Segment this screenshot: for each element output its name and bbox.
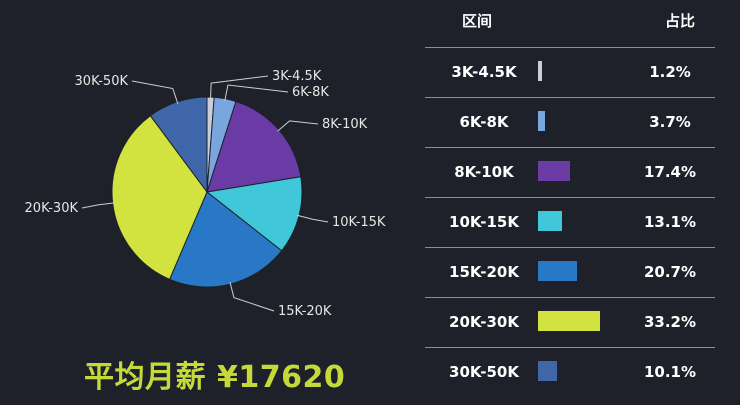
row-divider: [425, 197, 715, 198]
row-bar: [538, 361, 557, 381]
leader-line: [277, 120, 319, 132]
row-range: 10K-15K: [449, 213, 519, 231]
row-pct: 13.1%: [643, 213, 697, 231]
leader-line: [229, 281, 275, 312]
average-salary: 平均月薪 ¥17620: [84, 360, 346, 395]
row-bar: [538, 161, 570, 181]
salary-table: 区间 占比 3K-4.5K 1.2% 6K-8K 3.7% 8K-10K 17.4% 10K…: [425, 0, 730, 405]
table-row: 3K-4.5K 1.2%: [425, 47, 715, 97]
row-pct: 10.1%: [643, 363, 697, 381]
row-bar: [538, 311, 600, 331]
row-pct: 17.4%: [643, 163, 697, 181]
table-row: 15K-20K 20.7%: [425, 247, 715, 297]
row-range: 20K-30K: [449, 313, 519, 331]
slice-label: 20K-30K: [25, 201, 79, 216]
row-pct: 3.7%: [649, 113, 691, 131]
header-pct: 占比: [665, 12, 696, 30]
slice-label: 8K-10K: [322, 117, 368, 132]
leader-line: [131, 80, 179, 104]
slice-label: 15K-20K: [278, 304, 332, 319]
table-row: 8K-10K 17.4%: [425, 147, 715, 197]
row-pct: 33.2%: [643, 313, 697, 331]
row-range: 15K-20K: [449, 263, 519, 281]
leader-line: [224, 84, 289, 101]
row-divider: [425, 97, 715, 98]
slice-label: 3K-4.5K: [272, 69, 322, 84]
leader-line: [210, 75, 269, 100]
table-row: 10K-15K 13.1%: [425, 197, 715, 247]
row-range: 8K-10K: [454, 163, 514, 181]
row-divider: [425, 147, 715, 148]
slice-label: 10K-15K: [332, 215, 386, 230]
row-bar: [538, 211, 562, 231]
row-divider: [425, 297, 715, 298]
header-range: 区间: [462, 12, 493, 30]
row-pct: 20.7%: [643, 263, 697, 281]
leader-line: [81, 202, 115, 209]
row-bar: [538, 261, 577, 281]
row-range: 3K-4.5K: [451, 63, 517, 81]
row-bar: [538, 111, 545, 131]
row-divider: [425, 247, 715, 248]
table-row: 6K-8K 3.7%: [425, 97, 715, 147]
row-bar: [538, 61, 542, 81]
leader-line: [296, 214, 329, 223]
row-divider: [425, 47, 715, 48]
row-pct: 1.2%: [649, 63, 691, 81]
table-row: 30K-50K 10.1%: [425, 347, 715, 397]
row-divider: [425, 347, 715, 348]
row-range: 30K-50K: [449, 363, 519, 381]
table-row: 20K-30K 33.2%: [425, 297, 715, 347]
slice-label: 6K-8K: [292, 85, 329, 100]
pie-chart: 3K-4.5K 6K-8K 8K-10K 10K-15K 15K-20K 20K-30K 3…: [25, 69, 386, 319]
slice-label: 30K-50K: [75, 74, 129, 89]
row-range: 6K-8K: [459, 113, 509, 131]
